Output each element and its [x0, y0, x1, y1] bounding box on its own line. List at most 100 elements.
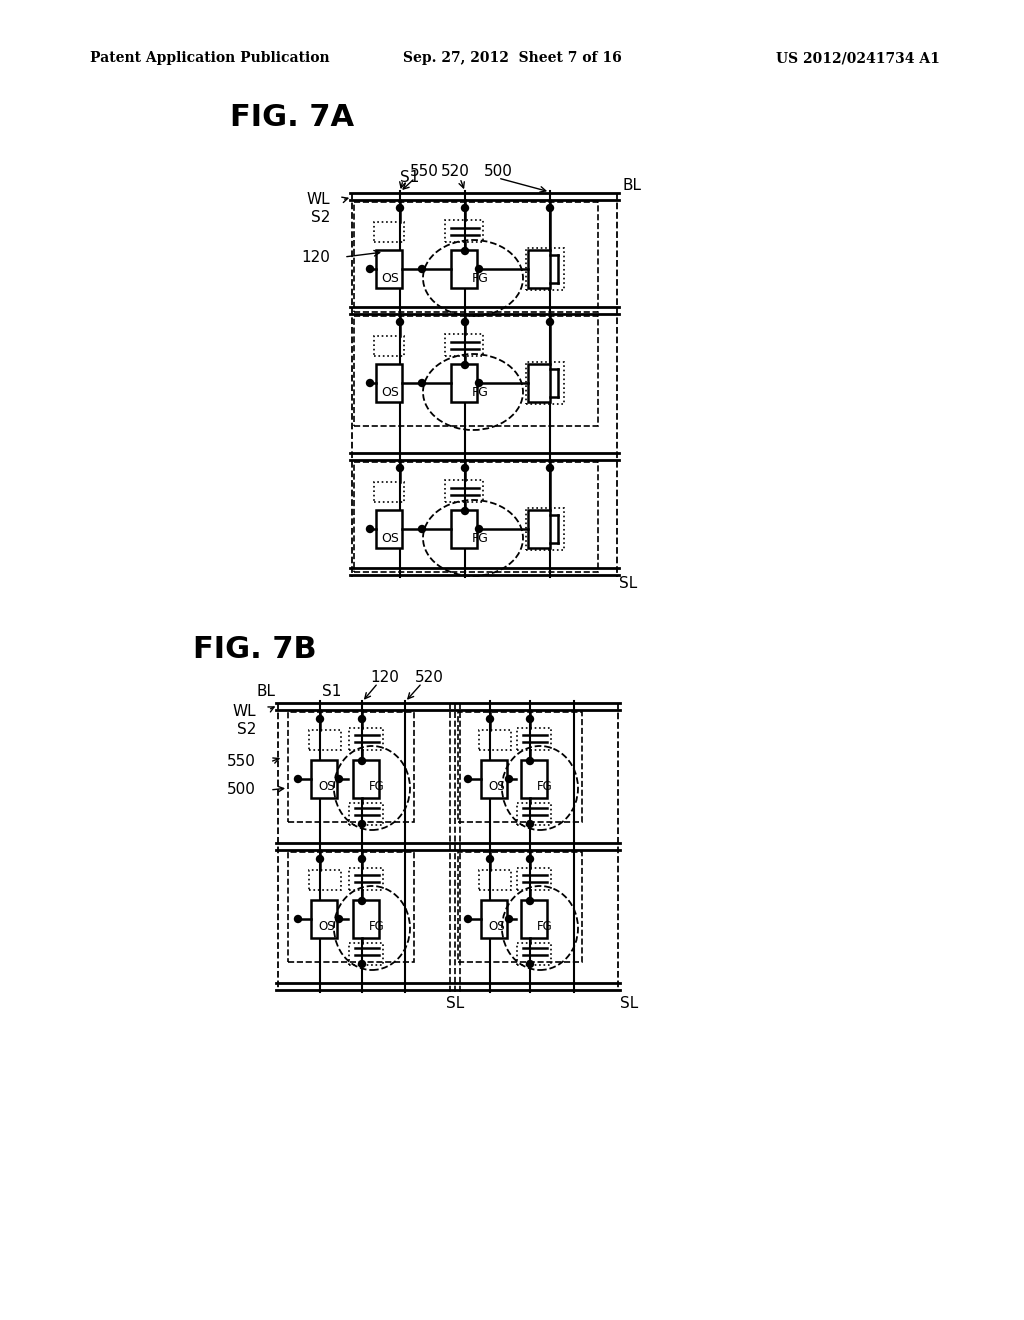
- Bar: [349, 869, 383, 890]
- Bar: [288, 711, 414, 822]
- Bar: [451, 510, 477, 548]
- Bar: [458, 851, 582, 962]
- Bar: [451, 249, 477, 288]
- Bar: [349, 942, 383, 965]
- Bar: [353, 760, 379, 799]
- Circle shape: [295, 916, 301, 923]
- Circle shape: [367, 380, 374, 387]
- Text: FG: FG: [369, 920, 385, 932]
- Text: OS: OS: [318, 920, 335, 932]
- Bar: [481, 900, 507, 939]
- Bar: [451, 364, 477, 403]
- Circle shape: [526, 898, 534, 904]
- Bar: [517, 729, 551, 750]
- Bar: [526, 362, 564, 404]
- Text: OS: OS: [381, 385, 399, 399]
- Circle shape: [462, 205, 469, 211]
- Circle shape: [526, 758, 534, 764]
- Bar: [354, 462, 598, 572]
- Circle shape: [462, 507, 469, 515]
- Circle shape: [396, 205, 403, 211]
- Text: 550: 550: [227, 755, 256, 770]
- Bar: [374, 222, 404, 242]
- Bar: [528, 249, 550, 288]
- Circle shape: [419, 380, 426, 387]
- Bar: [521, 900, 547, 939]
- Circle shape: [547, 465, 554, 471]
- Circle shape: [336, 916, 342, 923]
- Text: SL: SL: [618, 576, 637, 590]
- Text: OS: OS: [381, 272, 399, 285]
- Text: SL: SL: [445, 995, 464, 1011]
- Bar: [309, 730, 341, 750]
- Bar: [445, 480, 483, 502]
- Text: 120: 120: [370, 671, 399, 685]
- Circle shape: [462, 362, 469, 368]
- Text: 500: 500: [227, 783, 256, 797]
- Circle shape: [419, 265, 426, 272]
- Bar: [309, 870, 341, 890]
- Circle shape: [358, 715, 366, 722]
- Bar: [479, 730, 511, 750]
- Circle shape: [526, 961, 534, 968]
- Text: BL: BL: [622, 177, 641, 193]
- Circle shape: [486, 855, 494, 862]
- Circle shape: [358, 898, 366, 904]
- Circle shape: [367, 265, 374, 272]
- Bar: [376, 249, 402, 288]
- Circle shape: [358, 855, 366, 862]
- Text: FG: FG: [472, 532, 488, 544]
- Text: 520: 520: [440, 165, 469, 180]
- Bar: [445, 334, 483, 356]
- Text: S2: S2: [310, 210, 330, 226]
- Circle shape: [547, 205, 554, 211]
- Circle shape: [358, 961, 366, 968]
- Circle shape: [295, 776, 301, 783]
- Bar: [526, 508, 564, 550]
- Circle shape: [526, 855, 534, 862]
- Circle shape: [462, 248, 469, 255]
- Text: FG: FG: [369, 780, 385, 792]
- Bar: [479, 870, 511, 890]
- Text: Sep. 27, 2012  Sheet 7 of 16: Sep. 27, 2012 Sheet 7 of 16: [402, 51, 622, 65]
- Text: S1: S1: [322, 684, 341, 698]
- Text: BL: BL: [257, 684, 276, 698]
- Circle shape: [475, 525, 482, 532]
- Circle shape: [526, 821, 534, 828]
- Text: 120: 120: [301, 249, 330, 264]
- Circle shape: [358, 758, 366, 764]
- Text: OS: OS: [318, 780, 335, 792]
- Circle shape: [396, 465, 403, 471]
- Text: OS: OS: [488, 920, 505, 932]
- Bar: [528, 364, 550, 403]
- Text: FG: FG: [472, 385, 488, 399]
- Text: S1: S1: [400, 170, 420, 186]
- Text: 550: 550: [410, 165, 439, 180]
- Bar: [521, 760, 547, 799]
- Text: WL: WL: [232, 705, 256, 719]
- Circle shape: [419, 525, 426, 532]
- Bar: [376, 364, 402, 403]
- Circle shape: [358, 821, 366, 828]
- Text: Patent Application Publication: Patent Application Publication: [90, 51, 330, 65]
- Bar: [517, 803, 551, 825]
- Text: OS: OS: [381, 532, 399, 544]
- Text: US 2012/0241734 A1: US 2012/0241734 A1: [776, 51, 940, 65]
- Bar: [458, 711, 582, 822]
- Text: 500: 500: [483, 165, 512, 180]
- Bar: [374, 482, 404, 502]
- Circle shape: [506, 776, 512, 783]
- Circle shape: [336, 776, 342, 783]
- Circle shape: [462, 465, 469, 471]
- Bar: [311, 760, 337, 799]
- Circle shape: [462, 318, 469, 326]
- Circle shape: [465, 776, 471, 783]
- Circle shape: [396, 318, 403, 326]
- Bar: [528, 510, 550, 548]
- Circle shape: [486, 715, 494, 722]
- Text: SL: SL: [620, 995, 638, 1011]
- Circle shape: [547, 318, 554, 326]
- Bar: [374, 337, 404, 356]
- Text: WL: WL: [306, 193, 330, 207]
- Bar: [481, 760, 507, 799]
